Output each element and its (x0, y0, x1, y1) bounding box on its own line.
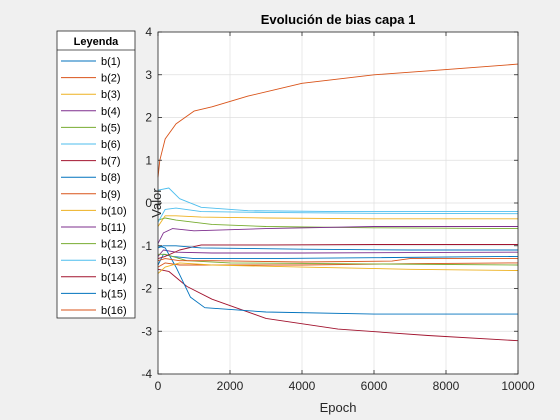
x-axis-label: Epoch (320, 400, 357, 415)
legend-entry: b(10) (61, 205, 127, 217)
series-line-14 (157, 244, 518, 260)
x-tick-label: 10000 (501, 379, 535, 393)
y-tick-label: -1 (141, 239, 152, 253)
legend-label: b(12) (101, 239, 127, 251)
legend-label: b(4) (101, 106, 121, 118)
ticks: 0 2000 4000 6000 8000 10000 -4 -3 -2 -1 0 1 2 3 4 (141, 25, 535, 393)
legend-label: b(11) (101, 222, 126, 234)
legend-entry: b(14) (61, 272, 127, 284)
legend-entry: b(4) (61, 106, 121, 118)
y-tick-label: -3 (141, 324, 152, 338)
series-line-16 (157, 258, 518, 263)
y-axis-label: Valor (149, 188, 164, 218)
plot-axes: 0 2000 4000 6000 8000 10000 -4 -3 -2 -1 0 1 2 3 4 (141, 25, 535, 393)
legend: Leyenda b(1) b(2) b(3) b(4) b(5) b(6) b(7) b(8)… (56, 30, 136, 319)
legend-entry: b(5) (61, 122, 121, 134)
series-line-13 (157, 207, 519, 223)
y-tick-label: 1 (145, 153, 152, 167)
y-tick-label: 3 (145, 68, 152, 82)
legend-label: b(6) (101, 139, 121, 151)
series-line-11 (157, 226, 518, 244)
legend-label: b(1) (101, 56, 121, 68)
series-line-3 (157, 215, 518, 227)
legend-label: b(13) (101, 255, 127, 267)
x-tick-label: 8000 (433, 379, 460, 393)
series-line-9 (157, 63, 519, 178)
legend-title: Leyenda (74, 36, 120, 48)
legend-entry: b(13) (61, 255, 127, 267)
series-line-8 (157, 245, 518, 315)
legend-box (56, 30, 136, 319)
legend-label: b(2) (101, 73, 121, 85)
series-line-15 (157, 245, 518, 251)
legend-label: b(15) (101, 288, 127, 300)
legend-entry: b(15) (61, 288, 127, 300)
legend-entry: b(3) (61, 89, 121, 101)
y-tick-label: 2 (145, 111, 152, 125)
chart-title: Evolución de bias capa 1 (261, 12, 416, 27)
y-tick-label: -2 (141, 282, 152, 296)
legend-label: b(10) (101, 205, 127, 217)
legend-entry: b(16) (61, 305, 127, 317)
series-line-5 (157, 217, 519, 230)
legend-label: b(14) (101, 272, 127, 284)
x-tick-label: 2000 (217, 379, 244, 393)
series-layer (157, 63, 519, 342)
y-tick-label: -4 (141, 367, 152, 381)
legend-entry: b(7) (61, 156, 121, 168)
series-line-7 (157, 268, 519, 342)
legend-label: b(5) (101, 122, 121, 134)
x-tick-label: 4000 (289, 379, 316, 393)
legend-label: b(3) (101, 89, 121, 101)
series-line-4 (157, 249, 519, 257)
legend-label: b(9) (101, 189, 121, 201)
legend-entry: b(12) (61, 239, 127, 251)
x-tick-label: 0 (155, 379, 162, 393)
y-tick-label: 0 (145, 196, 152, 210)
legend-entry: b(2) (61, 73, 121, 85)
y-tick-label: 4 (145, 25, 152, 39)
legend-label: b(8) (101, 172, 121, 184)
x-tick-label: 6000 (361, 379, 388, 393)
legend-label: b(16) (101, 305, 127, 317)
series-line-12 (158, 253, 519, 266)
legend-entry: b(8) (61, 172, 121, 184)
legend-entry: b(1) (61, 56, 121, 68)
series-line-10 (157, 262, 519, 274)
legend-entry: b(9) (61, 189, 121, 201)
legend-label: b(7) (101, 156, 121, 168)
series-line-6 (157, 187, 518, 213)
legend-entry: b(11) (61, 222, 126, 234)
legend-entry: b(6) (61, 139, 121, 151)
